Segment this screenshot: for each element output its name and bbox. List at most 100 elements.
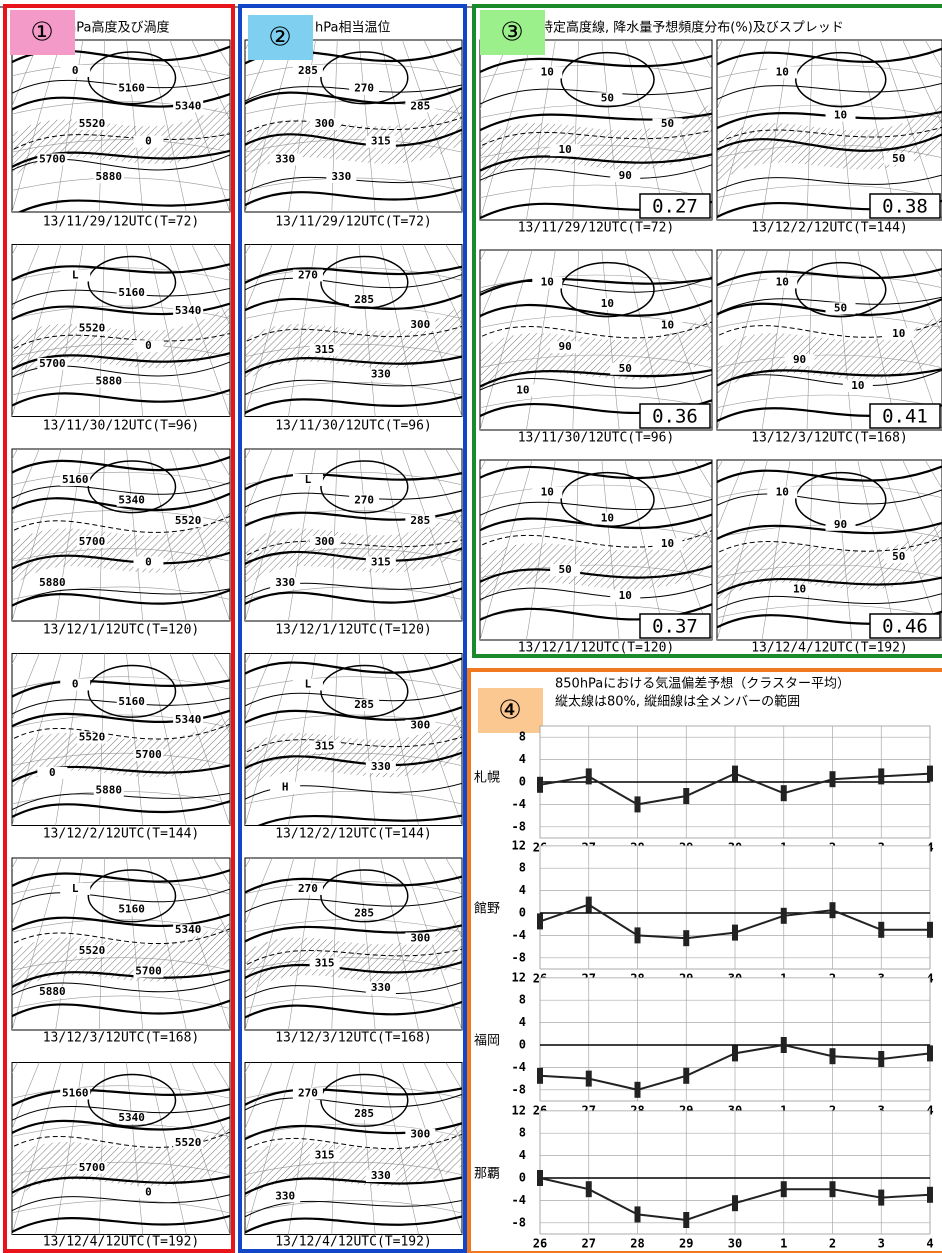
contour-label: 285 [354, 907, 374, 920]
contour-label: 10 [776, 275, 789, 288]
contour-label: 0 [49, 766, 56, 779]
map-caption: 13/11/29/12UTC(T=72) [275, 215, 432, 230]
contour-label: 5880 [96, 170, 123, 183]
contour-label: 50 [619, 362, 632, 375]
contour-label: 285 [410, 99, 430, 112]
contour-label: 270 [298, 1086, 318, 1099]
point-marker [830, 1048, 836, 1064]
contour-label: 5880 [39, 576, 66, 589]
contour-label: 50 [892, 550, 905, 563]
point-marker [830, 771, 836, 787]
map-caption: 13/11/30/12UTC(T=96) [275, 419, 432, 434]
contour-label: 5700 [79, 535, 106, 548]
contour-label: 50 [661, 117, 674, 130]
contour-label: 0 [145, 135, 152, 148]
spread-value: 0.36 [652, 406, 698, 428]
contour-label: 90 [793, 353, 806, 366]
contour-label: 285 [354, 698, 374, 711]
contour-label: 90 [559, 340, 572, 353]
contour-label: 300 [315, 117, 335, 130]
point-marker [586, 768, 592, 784]
contour-label: L [72, 882, 79, 895]
map-caption: 13/12/4/12UTC(T=192) [275, 1235, 432, 1250]
contour-label: 315 [315, 343, 335, 356]
contour-label: 300 [410, 719, 430, 732]
contour-label: 285 [354, 1107, 374, 1120]
point-marker [537, 913, 543, 929]
x-tick-label: 29 [679, 1237, 693, 1251]
point-marker [635, 796, 641, 812]
contour-label: 270 [354, 494, 374, 507]
contour-label: 5340 [175, 99, 202, 112]
contour-label: 315 [315, 1148, 335, 1161]
panel-title: 特定高度線, 降水量予想頻度分布(%)及びスプレッド [540, 20, 844, 36]
point-marker [683, 930, 689, 946]
point-marker [732, 1195, 738, 1211]
point-marker [927, 922, 933, 938]
contour-label: 0 [72, 64, 79, 77]
badge: ③ [500, 18, 523, 48]
contour-label: 5700 [135, 748, 162, 761]
contour-label: 50 [892, 152, 905, 165]
badge: ④ [498, 696, 521, 726]
y-tick-label: 12 [512, 1103, 526, 1117]
badge: ② [268, 23, 291, 53]
point-marker [537, 1068, 543, 1084]
spread-value: 0.38 [882, 196, 928, 218]
x-tick-label: 4 [926, 1237, 933, 1251]
contour-label: 330 [275, 152, 295, 165]
spread-value: 0.46 [882, 616, 928, 638]
contour-label: H [282, 781, 289, 794]
contour-label: L [305, 677, 312, 690]
map-caption: 13/12/3/12UTC(T=168) [275, 1031, 432, 1046]
contour-label: 330 [371, 1169, 391, 1182]
contour-label: 10 [541, 485, 554, 498]
contour-label: 330 [331, 170, 351, 183]
point-marker [732, 766, 738, 782]
y-tick-label: 0 [519, 906, 526, 920]
contour-label: 10 [601, 511, 614, 524]
y-tick-label: 12 [512, 970, 526, 984]
map-caption: 13/12/3/12UTC(T=168) [43, 1031, 200, 1046]
contour-label: 90 [834, 518, 847, 531]
contour-label: 330 [371, 981, 391, 994]
y-tick-label: -8 [512, 819, 526, 833]
point-marker [830, 902, 836, 918]
contour-label: 315 [315, 956, 335, 969]
map-caption: 13/11/29/12UTC(T=72) [43, 215, 200, 230]
point-marker [683, 1212, 689, 1228]
contour-label: 5520 [79, 731, 106, 744]
contour-label: 5880 [96, 375, 123, 388]
contour-label: 90 [619, 169, 632, 182]
point-marker [830, 1181, 836, 1197]
y-tick-label: 4 [519, 1148, 526, 1162]
point-marker [927, 1045, 933, 1061]
spread-value: 0.41 [882, 406, 928, 428]
x-tick-label: 2 [829, 1237, 836, 1251]
y-tick-label: 4 [519, 883, 526, 897]
contour-label: 0 [145, 1186, 152, 1199]
x-tick-label: 1 [780, 1237, 787, 1251]
contour-label: 285 [354, 293, 374, 306]
map-caption: 13/12/2/12UTC(T=144) [43, 827, 200, 842]
contour-label: 10 [541, 275, 554, 288]
map-caption: 13/12/1/12UTC(T=120) [43, 623, 200, 638]
point-marker [732, 1045, 738, 1061]
contour-label: 315 [371, 135, 391, 148]
point-marker [781, 908, 787, 924]
contour-label: 5160 [118, 286, 145, 299]
map-caption: 13/12/1/12UTC(T=120) [275, 623, 432, 638]
contour-label: L [305, 473, 312, 486]
y-tick-label: -4 [512, 928, 526, 942]
contour-label: 270 [298, 882, 318, 895]
point-marker [635, 927, 641, 943]
contour-label: 10 [851, 379, 864, 392]
point-marker [683, 788, 689, 804]
point-marker [537, 1170, 543, 1186]
x-tick-label: 28 [630, 1237, 644, 1251]
point-marker [732, 925, 738, 941]
point-marker [878, 922, 884, 938]
contour-label: 5340 [175, 304, 202, 317]
contour-label: 10 [619, 589, 632, 602]
contour-label: 330 [275, 1190, 295, 1203]
